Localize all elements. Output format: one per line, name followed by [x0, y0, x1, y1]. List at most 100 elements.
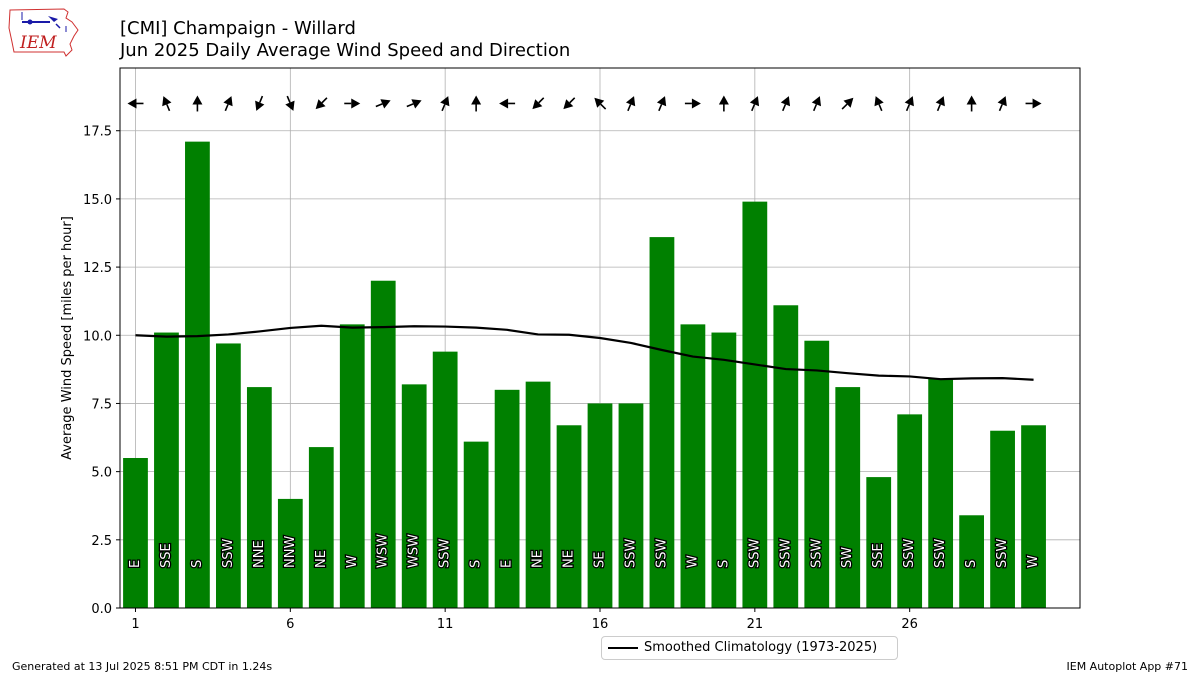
- wind-arrow-head: [255, 100, 265, 111]
- speed-bar: [463, 441, 489, 608]
- wind-arrow-head: [127, 98, 137, 109]
- speed-bar: [401, 384, 427, 608]
- wind-arrow-head: [499, 98, 509, 109]
- axes: [116, 67, 1081, 612]
- wind-arrow-shaft: [286, 95, 291, 103]
- generated-timestamp: Generated at 13 Jul 2025 8:51 PM CDT in …: [12, 660, 273, 673]
- direction-label: SSW: [438, 538, 453, 568]
- wind-arrow-head: [811, 96, 822, 107]
- wind-arrow-head: [874, 96, 884, 107]
- climatology-polyline: [135, 324, 1034, 381]
- speed-bar: [835, 387, 861, 608]
- y-tick-label: 5.0: [91, 466, 112, 481]
- iem-logo: IEM: [8, 6, 80, 58]
- wind-arrow-head: [285, 100, 295, 111]
- y-tick-label: 2.5: [91, 534, 112, 549]
- direction-label: SE: [593, 552, 608, 568]
- direction-label: NE: [314, 550, 329, 568]
- direction-label: SSW: [221, 538, 236, 568]
- direction-label: E: [500, 560, 515, 568]
- x-tick-label: 1: [131, 617, 139, 632]
- direction-label: NE: [562, 550, 577, 568]
- direction-label: W: [1026, 555, 1041, 568]
- wind-arrow-shaft: [538, 97, 545, 104]
- wind-arrow-head: [563, 99, 574, 110]
- speed-bar: [928, 378, 954, 608]
- grid-lines: [120, 68, 1080, 609]
- speed-bar: [773, 305, 799, 608]
- wind-arrow-head: [380, 99, 391, 109]
- x-tick-label: 26: [901, 617, 918, 632]
- y-axis-label: Average Wind Speed [miles per hour]: [60, 216, 75, 460]
- wind-arrow-head: [411, 99, 422, 109]
- direction-label: SW: [840, 547, 855, 568]
- wind-arrows: [127, 95, 1042, 112]
- x-tick-label: 11: [437, 617, 454, 632]
- wind-arrow-shaft: [569, 97, 576, 104]
- speed-bar: [308, 447, 334, 608]
- direction-label: SSW: [654, 538, 669, 568]
- direction-label: S: [469, 560, 484, 568]
- app-label: IEM Autoplot App #71: [1066, 660, 1189, 673]
- speed-bar: [804, 340, 830, 608]
- speed-bar: [494, 389, 520, 608]
- direction-label: E: [128, 560, 143, 568]
- direction-label: SSW: [902, 538, 917, 568]
- direction-label: SSW: [809, 538, 824, 568]
- chart-subtitle: Jun 2025 Daily Average Wind Speed and Di…: [120, 40, 571, 61]
- wind-arrow-shaft: [905, 104, 911, 112]
- wind-arrow-head: [223, 96, 233, 107]
- speed-bar: [897, 414, 923, 608]
- wind-arrow-shaft: [878, 104, 883, 112]
- direction-label: NNE: [252, 540, 267, 568]
- direction-label: SSW: [995, 538, 1010, 568]
- direction-labels: E SSE S SSW NNE NNW NE W WSW WSW SSW S E NE NE SE SSW SSW…: [127, 533, 1043, 570]
- wind-arrow-head: [997, 96, 1007, 107]
- wind-arrow-shaft: [406, 103, 414, 108]
- speed-bar: [525, 381, 551, 608]
- wind-arrow-shaft: [658, 104, 663, 112]
- wind-arrow-shaft: [998, 104, 1003, 112]
- wind-arrow-head: [625, 96, 636, 107]
- speed-bar: [649, 237, 675, 608]
- y-tick-label: 17.5: [83, 125, 112, 140]
- wind-arrow-head: [780, 96, 791, 107]
- direction-label: S: [716, 560, 731, 568]
- speed-bar: [866, 477, 892, 608]
- direction-label: SSW: [933, 538, 948, 568]
- speed-bar: [123, 458, 148, 608]
- chart-title: [CMI] Champaign - Willard: [120, 18, 356, 39]
- speed-bar: [618, 403, 644, 608]
- speed-bar: [680, 324, 706, 608]
- speed-bar: [154, 332, 179, 608]
- y-tick-label: 7.5: [91, 397, 112, 412]
- legend-label: Smoothed Climatology (1973-2025): [644, 640, 878, 655]
- tick-labels: 1 6 11 16 21 260.02.55.07.510.012.515.017.5: [83, 125, 918, 632]
- wind-arrow-shaft: [812, 104, 818, 112]
- direction-label: WSW: [407, 534, 422, 568]
- climatology-line: [135, 324, 1034, 381]
- wind-arrow-head: [1032, 98, 1042, 109]
- y-tick-label: 0.0: [91, 602, 112, 617]
- wind-arrow-head: [162, 96, 172, 107]
- wind-arrow-head: [192, 95, 203, 105]
- logo-text: IEM: [19, 33, 57, 53]
- wind-arrow-shaft: [627, 104, 632, 112]
- direction-label: SSW: [623, 538, 638, 568]
- direction-label: S: [964, 560, 979, 568]
- speed-bar: [216, 343, 241, 608]
- wind-arrow-head: [532, 99, 543, 110]
- wind-arrow-shaft: [751, 104, 756, 112]
- speed-bar: [339, 324, 365, 608]
- x-tick-label: 16: [592, 617, 609, 632]
- direction-label: WSW: [376, 534, 391, 568]
- wind-arrow-head: [749, 96, 760, 107]
- direction-label: SSW: [778, 538, 793, 568]
- wind-arrow-shaft: [782, 104, 787, 112]
- wind-arrow-head: [904, 96, 914, 107]
- direction-label: SSE: [159, 543, 174, 568]
- direction-label: S: [190, 560, 205, 568]
- direction-label: W: [685, 555, 700, 568]
- speed-bar: [432, 351, 458, 608]
- speed-bar: [587, 403, 613, 608]
